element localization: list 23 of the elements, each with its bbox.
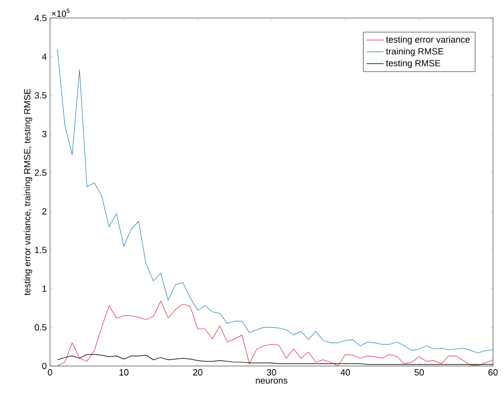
y-tick-label: 2.5 — [34, 169, 46, 176]
x-tick-label: 60 — [488, 369, 498, 376]
legend-label: training RMSE — [386, 48, 444, 56]
y-tick-label: 3.5 — [34, 92, 46, 99]
y-tick-label: 3 — [42, 130, 46, 138]
legend-label: testing error variance — [386, 36, 470, 44]
x-tick-label: 40 — [340, 369, 350, 376]
x-tick-label: 0 — [48, 369, 52, 376]
text: ×10$^{5}$ — [52, 8, 70, 17]
y-tick-label: 4 — [42, 54, 47, 60]
y-tick-label: 0.5 — [34, 324, 46, 331]
y-tick-label: 4.5 — [34, 14, 46, 22]
x-tick-label: 30 — [266, 369, 276, 376]
y-tick-label: 2 — [42, 208, 46, 214]
x-tick-label: 50 — [414, 369, 424, 376]
x-tick-label: 10 — [120, 369, 128, 376]
y-axis-title: testing error variance, training RMSE, testing RMSE — [24, 89, 32, 296]
y-tick-label: 1.5 — [35, 246, 46, 254]
x-axis-title: neurons — [256, 378, 288, 384]
y-tick-label: 0 — [42, 362, 46, 370]
legend-label: testing RMSE — [386, 60, 440, 68]
y-tick-label: 1 — [42, 286, 46, 292]
x-tick-label: 20 — [193, 369, 202, 376]
